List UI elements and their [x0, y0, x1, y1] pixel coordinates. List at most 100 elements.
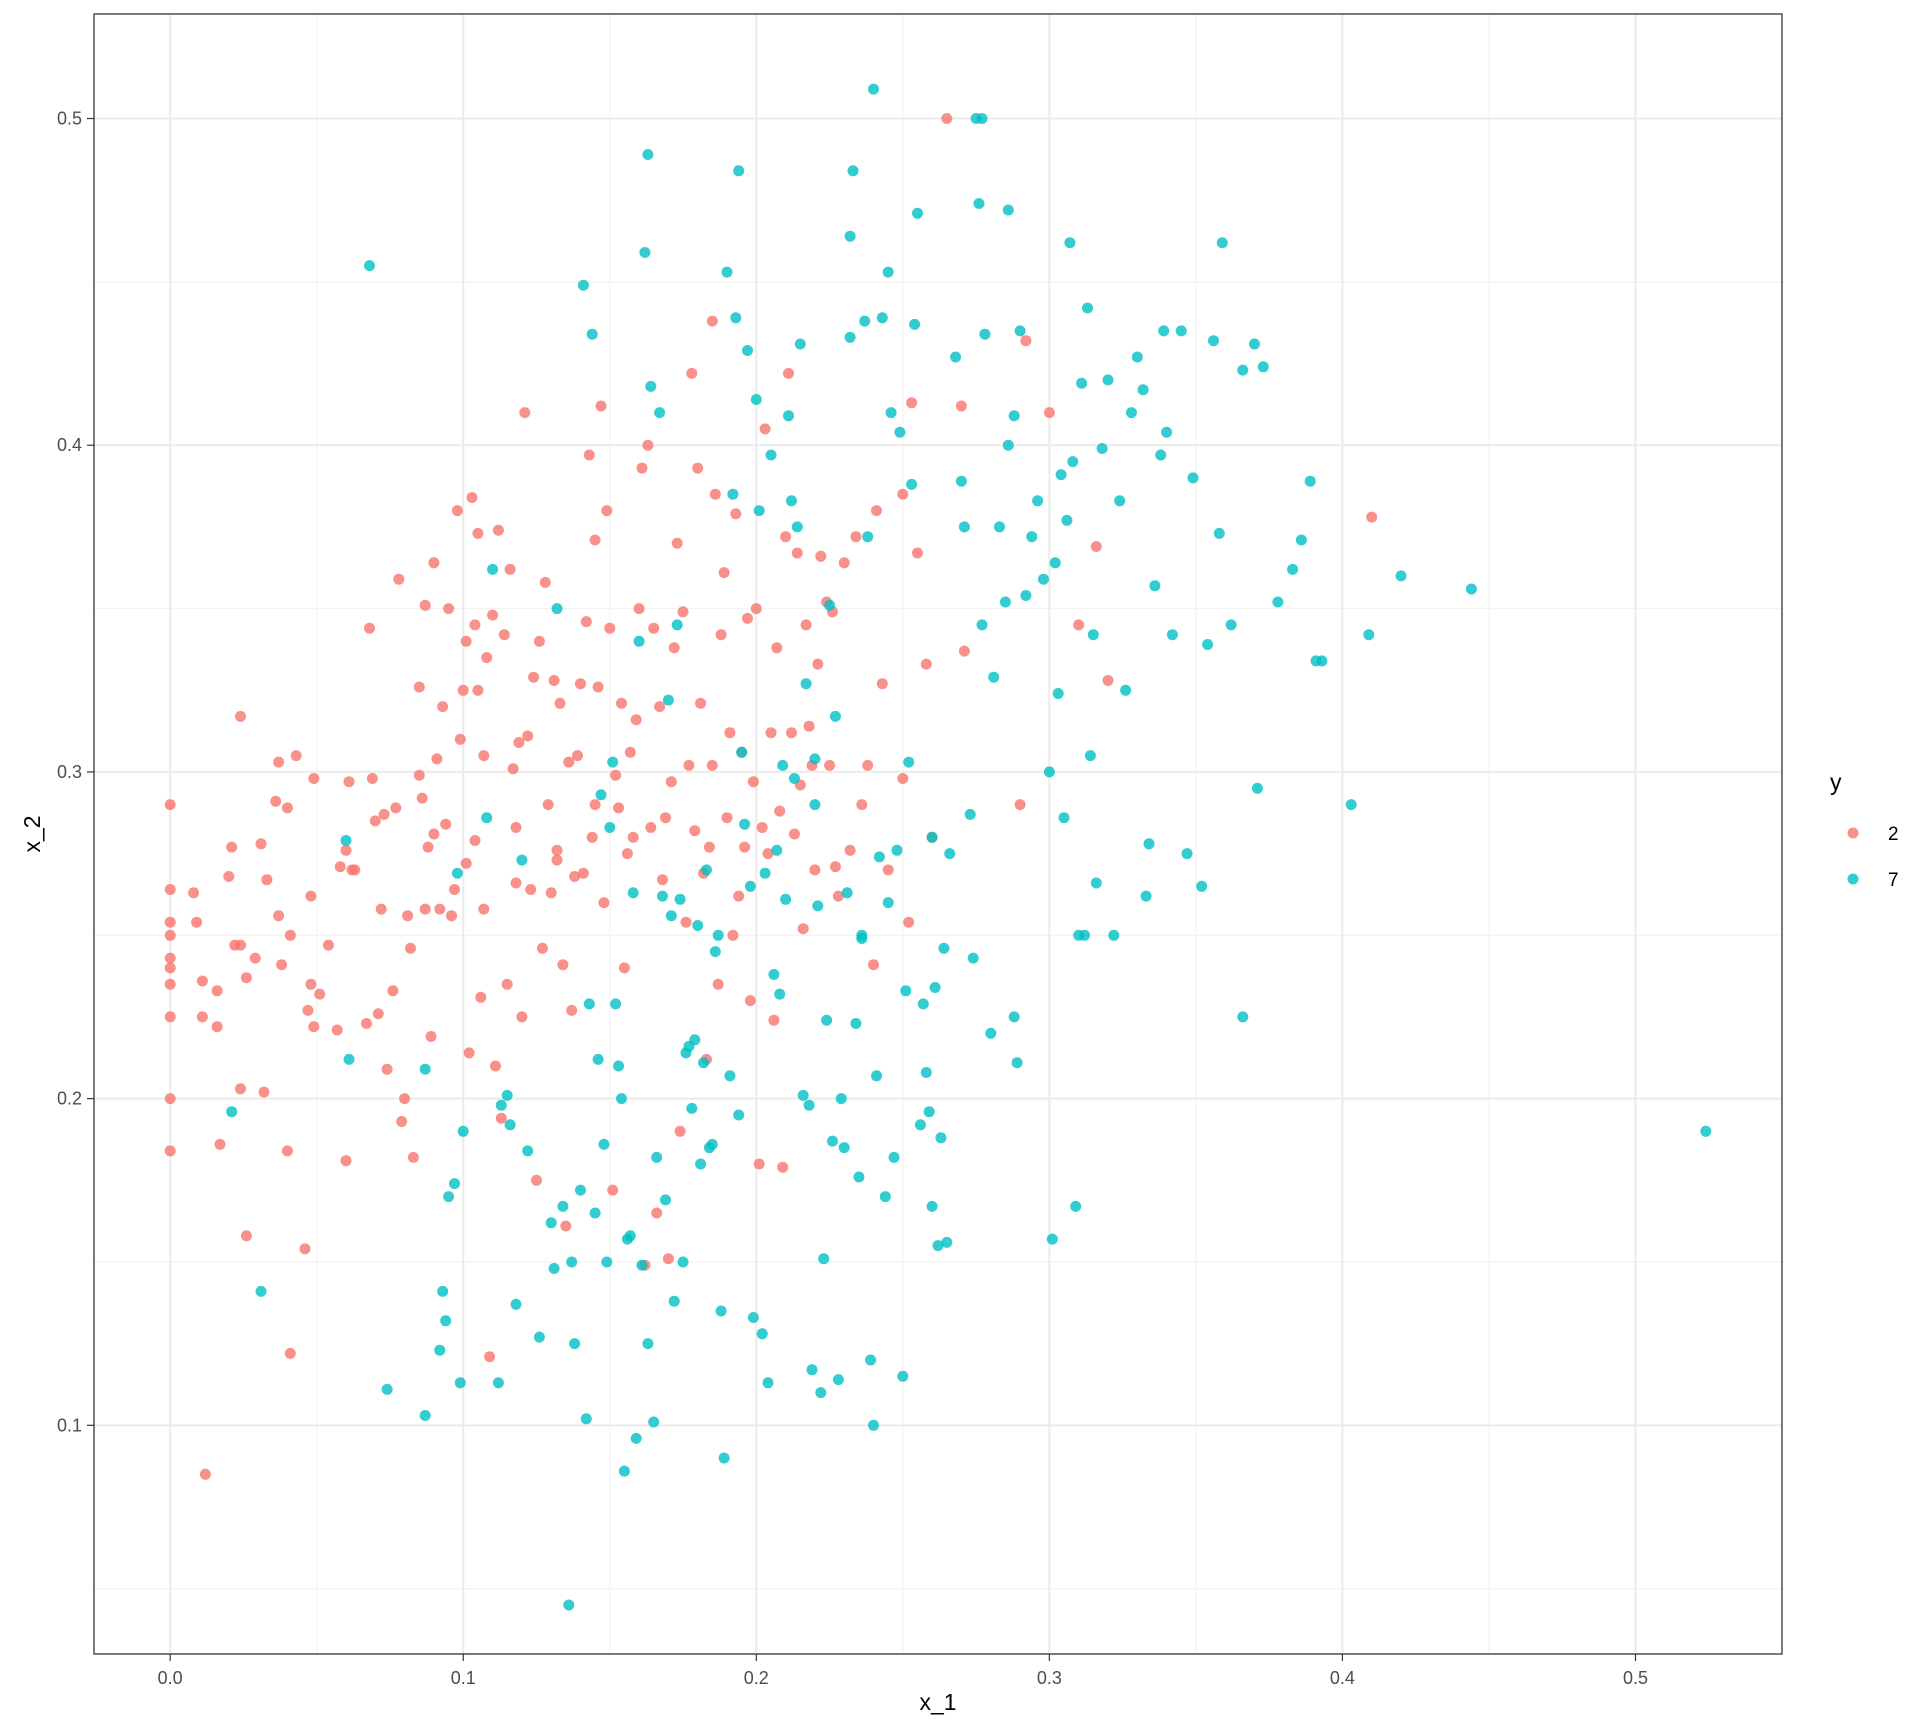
data-point [762, 1377, 774, 1389]
data-point [1020, 590, 1032, 601]
data-point [812, 900, 824, 912]
data-point [1096, 443, 1108, 454]
data-point [1155, 449, 1167, 461]
y-tick-label: 0.2 [57, 1089, 82, 1109]
data-point [443, 1191, 455, 1203]
data-point [865, 1354, 877, 1366]
data-point [923, 1106, 935, 1118]
data-point [1120, 684, 1132, 696]
data-point [405, 942, 416, 954]
data-point [1208, 335, 1219, 347]
data-point [806, 1364, 818, 1376]
data-point [639, 247, 651, 258]
data-point [917, 998, 929, 1010]
data-point [809, 799, 821, 811]
data-point [1237, 364, 1249, 376]
data-point [1700, 1125, 1712, 1137]
data-point [791, 521, 803, 533]
data-point [944, 848, 956, 860]
data-point [747, 1312, 759, 1323]
data-point [759, 423, 771, 435]
data-point [1008, 1011, 1020, 1023]
data-point [375, 903, 387, 915]
data-point [1131, 351, 1143, 363]
data-point [885, 407, 897, 419]
data-point [240, 1230, 252, 1242]
data-point [809, 864, 821, 876]
data-point [492, 1377, 504, 1389]
data-point [645, 822, 657, 833]
data-point [583, 998, 595, 1010]
data-point [695, 697, 707, 709]
data-point [853, 1171, 865, 1183]
data-point [950, 351, 962, 363]
data-point [985, 1027, 997, 1039]
data-point [510, 1298, 522, 1310]
data-point [912, 547, 923, 559]
data-point [882, 266, 894, 278]
data-point [428, 828, 440, 840]
data-point [718, 567, 730, 579]
data-point [768, 969, 780, 980]
data-point [648, 622, 660, 634]
data-point [340, 835, 352, 846]
data-point [774, 988, 786, 1000]
data-point [1237, 1011, 1249, 1023]
data-point [196, 1011, 208, 1023]
data-point [876, 678, 888, 690]
data-point [446, 910, 457, 922]
data-point [507, 763, 519, 775]
data-point [1055, 469, 1067, 481]
data-point [1114, 495, 1126, 507]
data-point [478, 903, 490, 915]
data-point [595, 789, 607, 801]
data-point [718, 1452, 730, 1464]
data-point [868, 83, 879, 95]
data-point [736, 746, 748, 758]
data-point [955, 475, 967, 487]
data-point [920, 658, 932, 670]
data-point [545, 1217, 557, 1229]
data-point [1090, 877, 1102, 889]
data-point [334, 861, 346, 873]
data-point [660, 812, 671, 824]
data-point [381, 1383, 393, 1395]
data-point [1026, 531, 1038, 543]
data-point [490, 1060, 501, 1072]
data-point [1181, 848, 1193, 860]
data-point [616, 697, 627, 709]
data-point [894, 426, 906, 438]
data-point [481, 652, 493, 664]
data-point [627, 831, 639, 843]
data-point [402, 910, 414, 922]
data-point [677, 606, 689, 618]
data-point [369, 815, 381, 827]
data-point [472, 684, 484, 696]
data-point [1043, 407, 1055, 419]
data-point [674, 893, 686, 905]
data-point [1002, 439, 1014, 451]
data-point [868, 959, 879, 971]
data-point [364, 260, 375, 272]
data-point [709, 488, 721, 500]
data-point [1363, 629, 1375, 641]
data-point [742, 345, 753, 356]
data-point [340, 1155, 352, 1167]
data-point [847, 165, 859, 177]
data-point [654, 407, 666, 419]
data-point [1108, 929, 1120, 941]
data-point [797, 923, 809, 935]
major-gridlines [94, 14, 1782, 1654]
data-point [871, 1070, 882, 1082]
data-point [308, 773, 320, 784]
data-point [255, 838, 267, 850]
data-point [744, 995, 756, 1007]
data-point [777, 1161, 789, 1173]
data-point [906, 397, 918, 409]
data-point [460, 635, 472, 647]
data-point [487, 609, 499, 621]
data-point [372, 1008, 384, 1020]
data-point [1143, 838, 1155, 850]
data-point [451, 505, 463, 517]
data-point [832, 890, 844, 902]
